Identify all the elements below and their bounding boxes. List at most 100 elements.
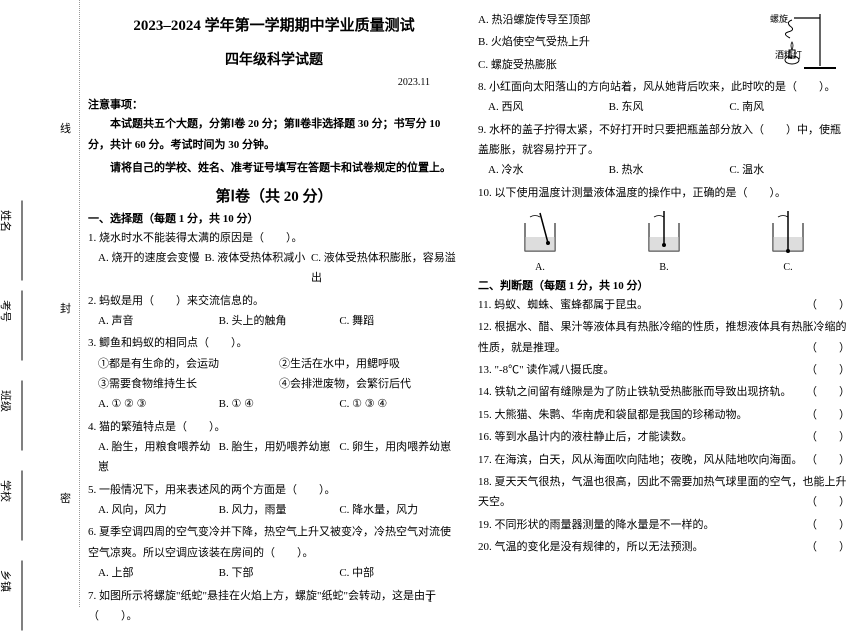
beaker-a-svg: [510, 207, 570, 259]
binding-field-id: 考号: [0, 300, 14, 322]
q6-opt-b: B. 下部: [219, 563, 340, 583]
q5-opt-c: C. 降水量，风力: [339, 500, 460, 520]
blank-paren: （ ）: [806, 360, 850, 380]
q1: 1. 烧水时水不能装得太满的原因是（ ）。: [88, 228, 460, 248]
q3-opt-c: C. ① ③ ④: [339, 394, 460, 414]
binding-field-name: 姓名: [0, 210, 14, 232]
exam-title: 2023–2024 学年第一学期期中学业质量测试: [88, 14, 460, 35]
q9-opt-b: B. 热水: [609, 160, 730, 180]
q5-opt-a: A. 风向，风力: [98, 500, 219, 520]
q1-opt-c: C. 液体受热体积膨胀，容易溢出: [311, 248, 460, 289]
page-content: 2023–2024 学年第一学期期中学业质量测试 四年级科学试题 2023.11…: [88, 8, 850, 600]
column-left: 2023–2024 学年第一学期期中学业质量测试 四年级科学试题 2023.11…: [88, 8, 460, 600]
q6: 6. 夏季空调四周的空气变冷并下降，热空气上升又被变冷，冷热空气对流使空气凉爽。…: [88, 522, 460, 563]
diagram-label-lamp: 酒精灯: [775, 48, 802, 61]
q3-opt-a: A. ① ② ③: [98, 394, 219, 414]
binding-line: [22, 561, 23, 631]
binding-line: [22, 381, 23, 451]
q2-options: A. 声音 B. 头上的触角 C. 舞蹈: [88, 311, 460, 331]
q10-opt-a-label: A.: [510, 262, 570, 273]
binding-field-town: 乡镇: [0, 570, 14, 592]
binding-line: [22, 201, 23, 281]
q6-options: A. 上部 B. 下部 C. 中部: [88, 563, 460, 583]
q5-opt-b: B. 风力，雨量: [219, 500, 340, 520]
column-right: 螺旋 酒精灯 A. 热沿螺旋传导至顶部 B. 火焰使空气受热上升 C. 螺旋受热…: [478, 8, 850, 600]
q20: 20. 气温的变化是没有规律的，所以无法预测。（ ）: [478, 537, 850, 557]
q7-opt-a: A. 热沿螺旋传导至顶部: [478, 10, 748, 30]
q7-opt-c: C. 螺旋受热膨胀: [478, 55, 748, 75]
q9-opt-c: C. 温水: [729, 160, 850, 180]
q3-s1: ①都是有生命的，会运动: [98, 354, 279, 374]
blank-paren: （ ）: [806, 537, 850, 557]
exam-subtitle: 四年级科学试题: [88, 49, 460, 69]
seal-char-feng: 封: [60, 300, 71, 316]
q4-opt-c: C. 卵生，用肉喂养幼崽: [339, 437, 460, 478]
q10-opt-c-label: C.: [758, 262, 818, 273]
q4-opt-b: B. 胎生，用奶喂养幼崽: [219, 437, 340, 478]
q3-s2: ②生活在水中，用鳃呼吸: [279, 354, 460, 374]
q7: 7. 如图所示将螺旋"纸蛇"悬挂在火焰上方，螺旋"纸蛇"会转动，这是由于（ ）。: [88, 586, 460, 627]
q5: 5. 一般情况下，用来表述风的两个方面是（ ）。: [88, 480, 460, 500]
beaker-b-svg: [634, 207, 694, 259]
q3-s3: ③需要食物维持生长: [98, 374, 279, 394]
q9-options: A. 冷水 B. 热水 C. 温水: [478, 160, 850, 180]
q10-opt-b-label: B.: [634, 262, 694, 273]
q5-options: A. 风向，风力 B. 风力，雨量 C. 降水量，风力: [88, 500, 460, 520]
q14: 14. 铁轨之间留有缝隙是为了防止铁轨受热膨胀而导致出现挤轨。（ ）: [478, 382, 850, 402]
q3-opt-b: B. ① ④: [219, 394, 340, 414]
page-number: 1: [428, 594, 433, 605]
binding-field-school: 学校: [0, 480, 14, 502]
q8: 8. 小红面向太阳落山的方向站着，风从她背后吹来，此时吹的是（ ）。: [478, 77, 850, 97]
q4-opt-a: A. 胎生，用粮食喂养幼崽: [98, 437, 219, 478]
q2-opt-b: B. 头上的触角: [219, 311, 340, 331]
blank-paren: （ ）: [806, 382, 850, 402]
blank-paren: （ ）: [806, 492, 850, 512]
q15: 15. 大熊猫、朱鹮、华南虎和袋鼠都是我国的珍稀动物。（ ）: [478, 405, 850, 425]
q10-diagram-row: A. B. C.: [478, 207, 850, 273]
part-1-title: 一、选择题（每题 1 分，共 10 分）: [88, 210, 460, 226]
q8-opt-a: A. 西风: [488, 97, 609, 117]
notice-heading: 注意事项：: [88, 96, 460, 112]
seal-char-xian: 线: [60, 120, 71, 136]
q3-options: A. ① ② ③ B. ① ④ C. ① ③ ④: [88, 394, 460, 414]
binding-margin: 乡镇 学校 班级 考号 姓名 密 封 线: [0, 0, 80, 607]
binding-field-class: 班级: [0, 390, 14, 412]
q2-opt-c: C. 舞蹈: [339, 311, 460, 331]
q12: 12. 根据水、醋、果汁等液体具有热胀冷缩的性质，推想液体具有热胀冷缩的性质，就…: [478, 317, 850, 358]
blank-paren: （ ）: [806, 450, 850, 470]
q11: 11. 蚂蚁、蜘蛛、蜜蜂都属于昆虫。（ ）: [478, 295, 850, 315]
q9-opt-a: A. 冷水: [488, 160, 609, 180]
diagram-label-spiral: 螺旋: [770, 12, 788, 25]
q7-opt-b: B. 火焰使空气受热上升: [478, 32, 748, 52]
q6-opt-c: C. 中部: [339, 563, 460, 583]
seal-char-mi: 密: [60, 490, 71, 506]
q8-options: A. 西风 B. 东风 C. 南风: [478, 97, 850, 117]
q3: 3. 鲫鱼和蚂蚁的相同点（ ）。: [88, 333, 460, 353]
blank-paren: （ ）: [806, 338, 850, 358]
blank-paren: （ ）: [806, 295, 850, 315]
q1-opt-a: A. 烧开的速度会变慢: [98, 248, 204, 289]
q16: 16. 等到水晶计内的液柱静止后，才能读数。（ ）: [478, 427, 850, 447]
exam-date: 2023.11: [88, 77, 430, 88]
q1-opt-b: B. 液体受热体积减小: [204, 248, 310, 289]
q2: 2. 蚂蚁是用（ ）来交流信息的。: [88, 291, 460, 311]
q1-options: A. 烧开的速度会变慢 B. 液体受热体积减小 C. 液体受热体积膨胀，容易溢出: [88, 248, 460, 289]
section-1-title: 第Ⅰ卷（共 20 分）: [88, 185, 460, 206]
part-2-title: 二、判断题（每题 1 分，共 10 分）: [478, 277, 850, 293]
blank-paren: （ ）: [806, 405, 850, 425]
q17: 17. 在海滨，白天，风从海面吹向陆地；夜晚，风从陆地吹向海面。（ ）: [478, 450, 850, 470]
binding-line: [22, 291, 23, 361]
q3-sub-2: ③需要食物维持生长 ④会排泄废物，会繁衍后代: [88, 374, 460, 394]
q19: 19. 不同形状的雨量器测量的降水量是不一样的。（ ）: [478, 515, 850, 535]
binding-line: [22, 471, 23, 541]
blank-paren: （ ）: [806, 515, 850, 535]
notice-line-2: 请将自己的学校、姓名、准考证号填写在答题卡和试卷规定的位置上。: [88, 158, 460, 179]
q8-opt-c: C. 南风: [729, 97, 850, 117]
q4-options: A. 胎生，用粮食喂养幼崽 B. 胎生，用奶喂养幼崽 C. 卵生，用肉喂养幼崽: [88, 437, 460, 478]
beaker-c-svg: [758, 207, 818, 259]
q9: 9. 水杯的盖子拧得太紧，不好打开时只要把瓶盖部分放入（ ）中，使瓶盖膨胀，就容…: [478, 120, 850, 161]
q3-s4: ④会排泄废物，会繁衍后代: [279, 374, 460, 394]
burner-diagram: 螺旋 酒精灯: [762, 8, 844, 78]
q4: 4. 猫的繁殖特点是（ ）。: [88, 417, 460, 437]
q3-sub-1: ①都是有生命的，会运动 ②生活在水中，用鳃呼吸: [88, 354, 460, 374]
